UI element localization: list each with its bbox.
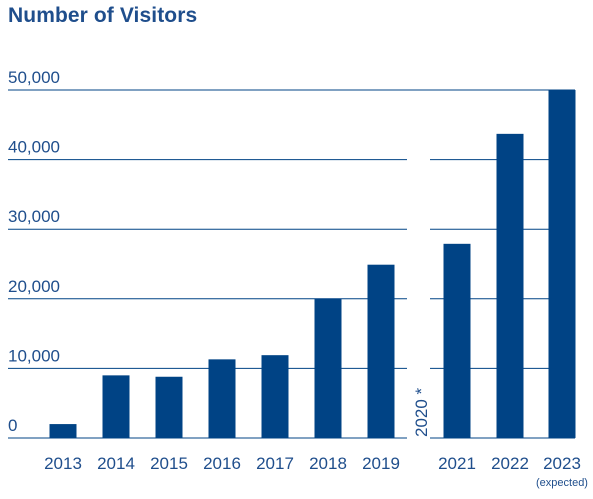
x-tick-label: 2013 [44, 454, 82, 473]
bar-2014 [102, 375, 130, 438]
y-tick-label: 10,000 [8, 346, 60, 365]
x-tick-label: 2023 [543, 454, 581, 473]
gap-label-2020: 2020 * [412, 387, 431, 437]
chart-title: Number of Visitors [8, 4, 198, 27]
bar-2018 [314, 298, 342, 438]
bar-2017 [261, 355, 289, 438]
gridlines [8, 89, 575, 439]
y-tick-label: 0 [8, 416, 17, 435]
bar-2013 [49, 424, 77, 438]
bar-2022 [496, 133, 524, 438]
bar-2021 [443, 243, 471, 438]
x-tick-label: 2019 [362, 454, 400, 473]
bars [49, 90, 576, 438]
bar-2015 [155, 376, 183, 438]
x-tick-label: 2016 [203, 454, 241, 473]
y-tick-label: 30,000 [8, 207, 60, 226]
y-tick-label: 20,000 [8, 277, 60, 296]
x-tick-label: 2022 [491, 454, 529, 473]
bar-2019 [367, 264, 395, 438]
y-tick-label: 50,000 [8, 68, 60, 87]
x-tick-label: 2015 [150, 454, 188, 473]
x-tick-label: 2014 [97, 454, 135, 473]
x-tick-label: 2021 [438, 454, 476, 473]
x-tick-label: 2017 [256, 454, 294, 473]
bar-2016 [208, 359, 236, 438]
x-tick-label: 2018 [309, 454, 347, 473]
annotation-expected: (expected) [536, 477, 588, 489]
y-tick-label: 40,000 [8, 138, 60, 157]
labels: 0 10,000 20,000 30,000 40,000 50,000 2013 2014 2… [8, 68, 588, 489]
bar-2023 [548, 90, 576, 438]
